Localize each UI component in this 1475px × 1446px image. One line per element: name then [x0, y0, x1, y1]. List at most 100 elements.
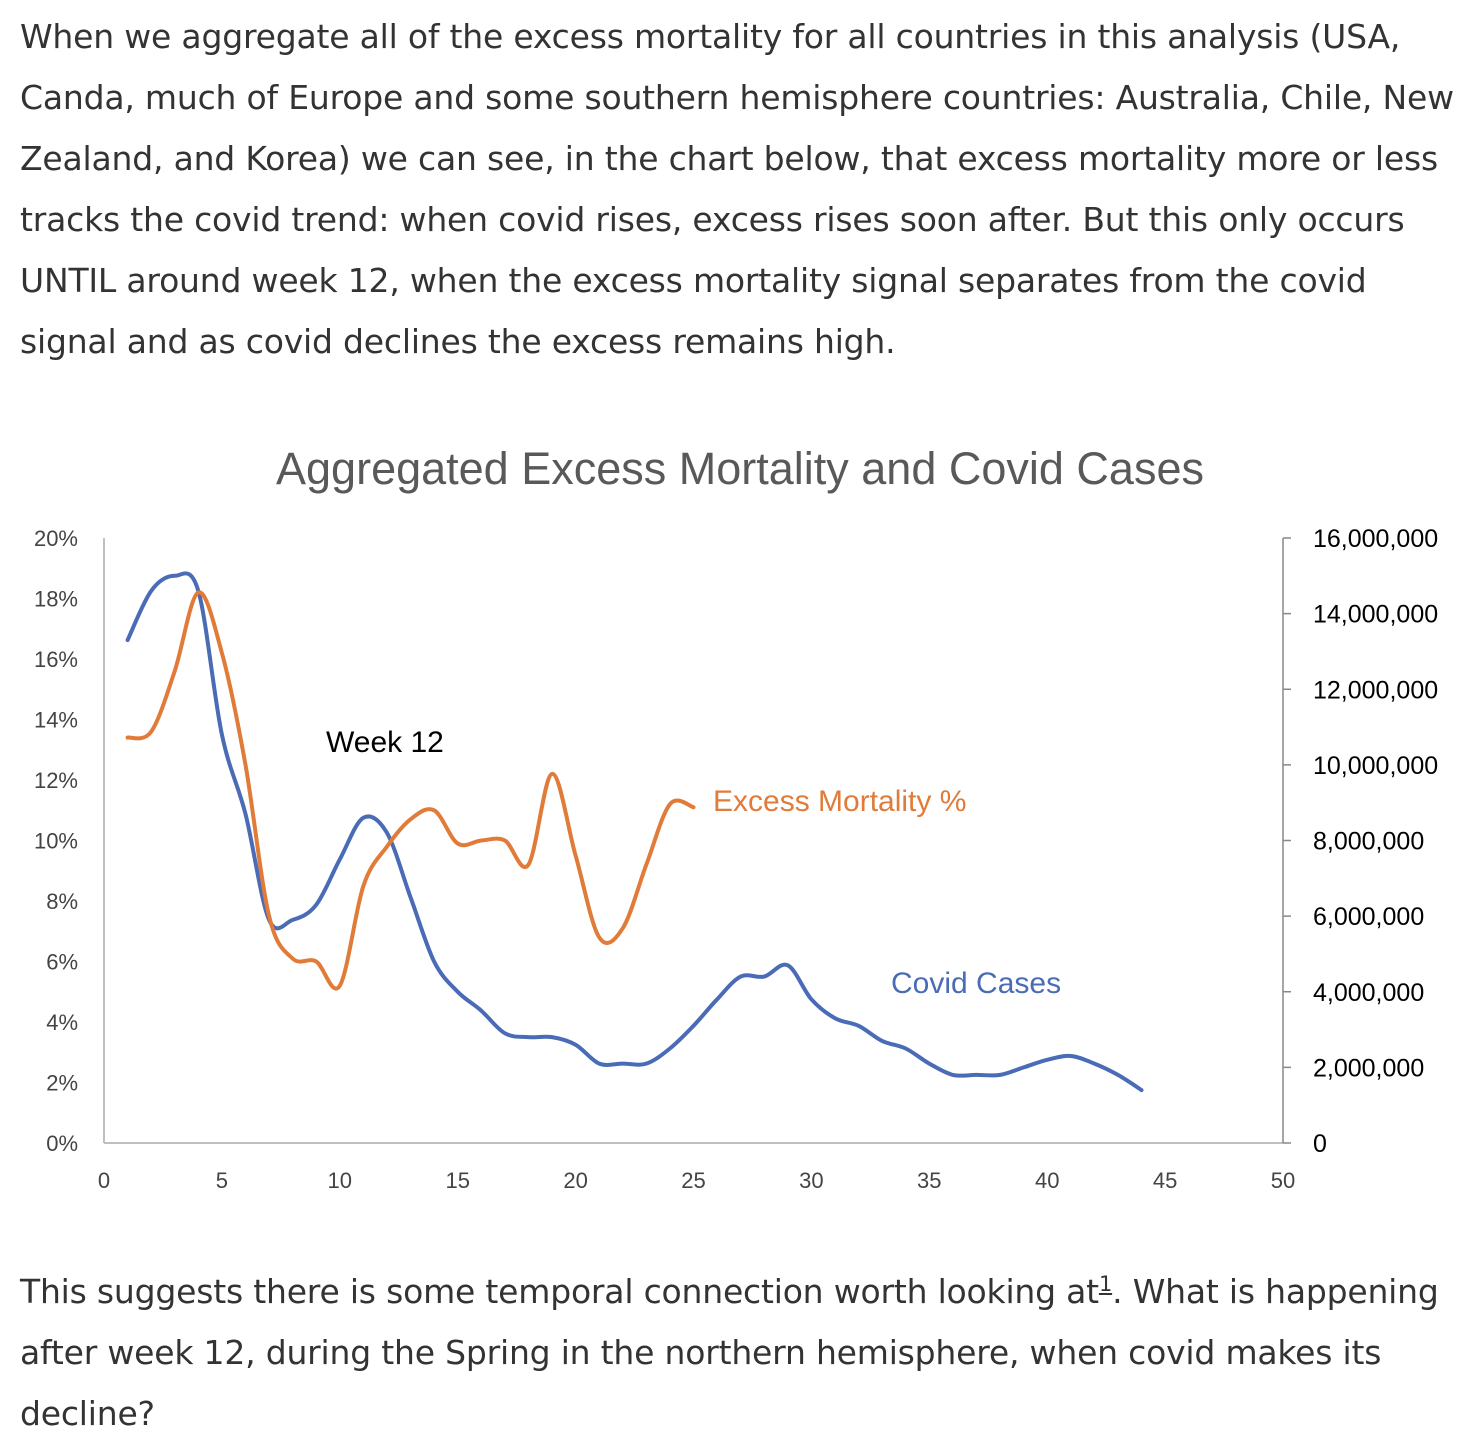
excess-mortality-point — [339, 985, 340, 986]
excess-mortality-point — [174, 671, 175, 672]
covid-cases-point — [693, 1025, 694, 1026]
right-axis-tick-labels: 0 2,000,000 4,000,000 6,000,000 8,000,000 10,… — [1283, 525, 1438, 1158]
excess-mortality-point — [552, 773, 553, 774]
left-y-tick-label: 8% — [46, 889, 78, 914]
excess-mortality-point — [292, 958, 293, 959]
excess-mortality-covid-chart: Aggregated Excess Mortality and Covid Ca… — [34, 443, 1438, 1193]
left-y-tick-label: 12% — [34, 768, 78, 793]
x-tick-label: 25 — [681, 1168, 705, 1193]
excess-mortality-point — [316, 961, 317, 962]
covid-cases-point — [528, 1037, 529, 1038]
left-y-tick-label: 2% — [46, 1071, 78, 1096]
excess-mortality-point — [599, 937, 600, 938]
excess-mortality-point — [481, 840, 482, 841]
excess-mortality-point — [198, 592, 199, 593]
footnote-link[interactable]: 1 — [1098, 1272, 1113, 1296]
x-tick-label: 30 — [799, 1168, 823, 1193]
covid-cases-point — [1141, 1090, 1142, 1091]
x-tick-label: 50 — [1271, 1168, 1295, 1193]
covid-cases-point — [127, 640, 128, 641]
covid-cases-point — [457, 991, 458, 992]
covid-cases-point — [669, 1048, 670, 1049]
left-y-tick-label: 16% — [34, 647, 78, 672]
excess-mortality-point — [504, 840, 505, 841]
covid-cases-point — [622, 1063, 623, 1064]
covid-cases-point — [952, 1074, 953, 1075]
excess-mortality-point — [528, 864, 529, 865]
excess-mortality-point — [457, 843, 458, 844]
covid-cases-point — [1023, 1067, 1024, 1068]
x-tick-label: 20 — [563, 1168, 587, 1193]
covid-cases-point — [740, 976, 741, 977]
covid-cases-point — [811, 999, 812, 1000]
x-tick-label: 5 — [216, 1168, 228, 1193]
chart-title: Aggregated Excess Mortality and Covid Ca… — [276, 443, 1204, 494]
excess-mortality-point — [221, 653, 222, 654]
covid-cases-point — [835, 1018, 836, 1019]
covid-cases-point — [1094, 1063, 1095, 1064]
annotation-week-12: Week 12 — [326, 726, 444, 759]
left-y-tick-label: 14% — [34, 708, 78, 733]
covid-cases-point — [504, 1033, 505, 1034]
left-y-tick-label: 0% — [46, 1131, 78, 1156]
left-y-tick-label: 18% — [34, 587, 78, 612]
covid-cases-point — [1117, 1074, 1118, 1075]
covid-cases-point — [858, 1025, 859, 1026]
x-tick-label: 45 — [1153, 1168, 1177, 1193]
right-y-tick-label: 14,000,000 — [1313, 601, 1438, 629]
excess-mortality-point — [269, 916, 270, 917]
left-y-tick-label: 20% — [34, 526, 78, 551]
covid-cases-point — [363, 817, 364, 818]
covid-cases-point — [1047, 1059, 1048, 1060]
x-tick-label: 35 — [917, 1168, 941, 1193]
covid-cases-line — [125, 571, 1144, 1093]
covid-cases-point — [174, 575, 175, 576]
right-y-tick-label: 2,000,000 — [1313, 1054, 1424, 1082]
left-y-tick-label: 6% — [46, 950, 78, 975]
annotation-excess-mortality: Excess Mortality % — [713, 785, 966, 818]
annotation-covid-cases: Covid Cases — [891, 967, 1061, 1000]
excess-mortality-point — [669, 804, 670, 805]
covid-cases-point — [1070, 1056, 1071, 1057]
intro-paragraph: When we aggregate all of the excess mort… — [20, 17, 1454, 361]
covid-cases-point — [339, 859, 340, 860]
excess-mortality-point — [693, 807, 694, 808]
x-tick-label: 0 — [98, 1168, 110, 1193]
excess-mortality-point — [127, 737, 128, 738]
x-tick-label: 15 — [445, 1168, 469, 1193]
closing-paragraph: This suggests there is some temporal con… — [20, 1261, 1460, 1444]
covid-cases-point — [929, 1063, 930, 1064]
right-y-tick-label: 10,000,000 — [1313, 752, 1438, 780]
left-y-tick-label: 10% — [34, 829, 78, 854]
x-tick-label: 40 — [1035, 1168, 1059, 1193]
covid-cases-point — [882, 1040, 883, 1041]
covid-cases-point — [151, 590, 152, 591]
covid-cases-point — [410, 897, 411, 898]
excess-mortality-line — [125, 590, 696, 991]
closing-text-before: This suggests there is some temporal con… — [20, 1272, 1099, 1311]
covid-cases-point — [552, 1037, 553, 1038]
right-y-tick-label: 6,000,000 — [1313, 903, 1424, 931]
excess-mortality-point — [151, 731, 152, 732]
covid-cases-point — [387, 832, 388, 833]
covid-cases-point — [976, 1074, 977, 1075]
excess-mortality-point — [387, 846, 388, 847]
x-axis-tick-labels: 0 5 10 15 20 25 30 35 40 45 50 — [98, 1168, 1295, 1193]
covid-cases-point — [481, 1010, 482, 1011]
x-tick-label: 10 — [328, 1168, 352, 1193]
right-y-tick-label: 16,000,000 — [1313, 525, 1438, 553]
right-y-tick-label: 0 — [1313, 1130, 1327, 1158]
series-layer — [125, 571, 1144, 1093]
excess-mortality-point — [363, 885, 364, 886]
covid-cases-point — [646, 1063, 647, 1064]
covid-cases-point — [717, 999, 718, 1000]
excess-mortality-point — [646, 864, 647, 865]
covid-cases-point — [292, 919, 293, 920]
left-axis-tick-labels: 0% 2% 4% 6% 8% 10% 12% 14% 16% 18% 20% — [34, 526, 78, 1156]
excess-mortality-point — [434, 810, 435, 811]
covid-cases-point — [1000, 1074, 1001, 1075]
covid-cases-point — [245, 814, 246, 815]
excess-mortality-point — [575, 855, 576, 856]
covid-cases-point — [905, 1048, 906, 1049]
excess-mortality-point — [245, 764, 246, 765]
